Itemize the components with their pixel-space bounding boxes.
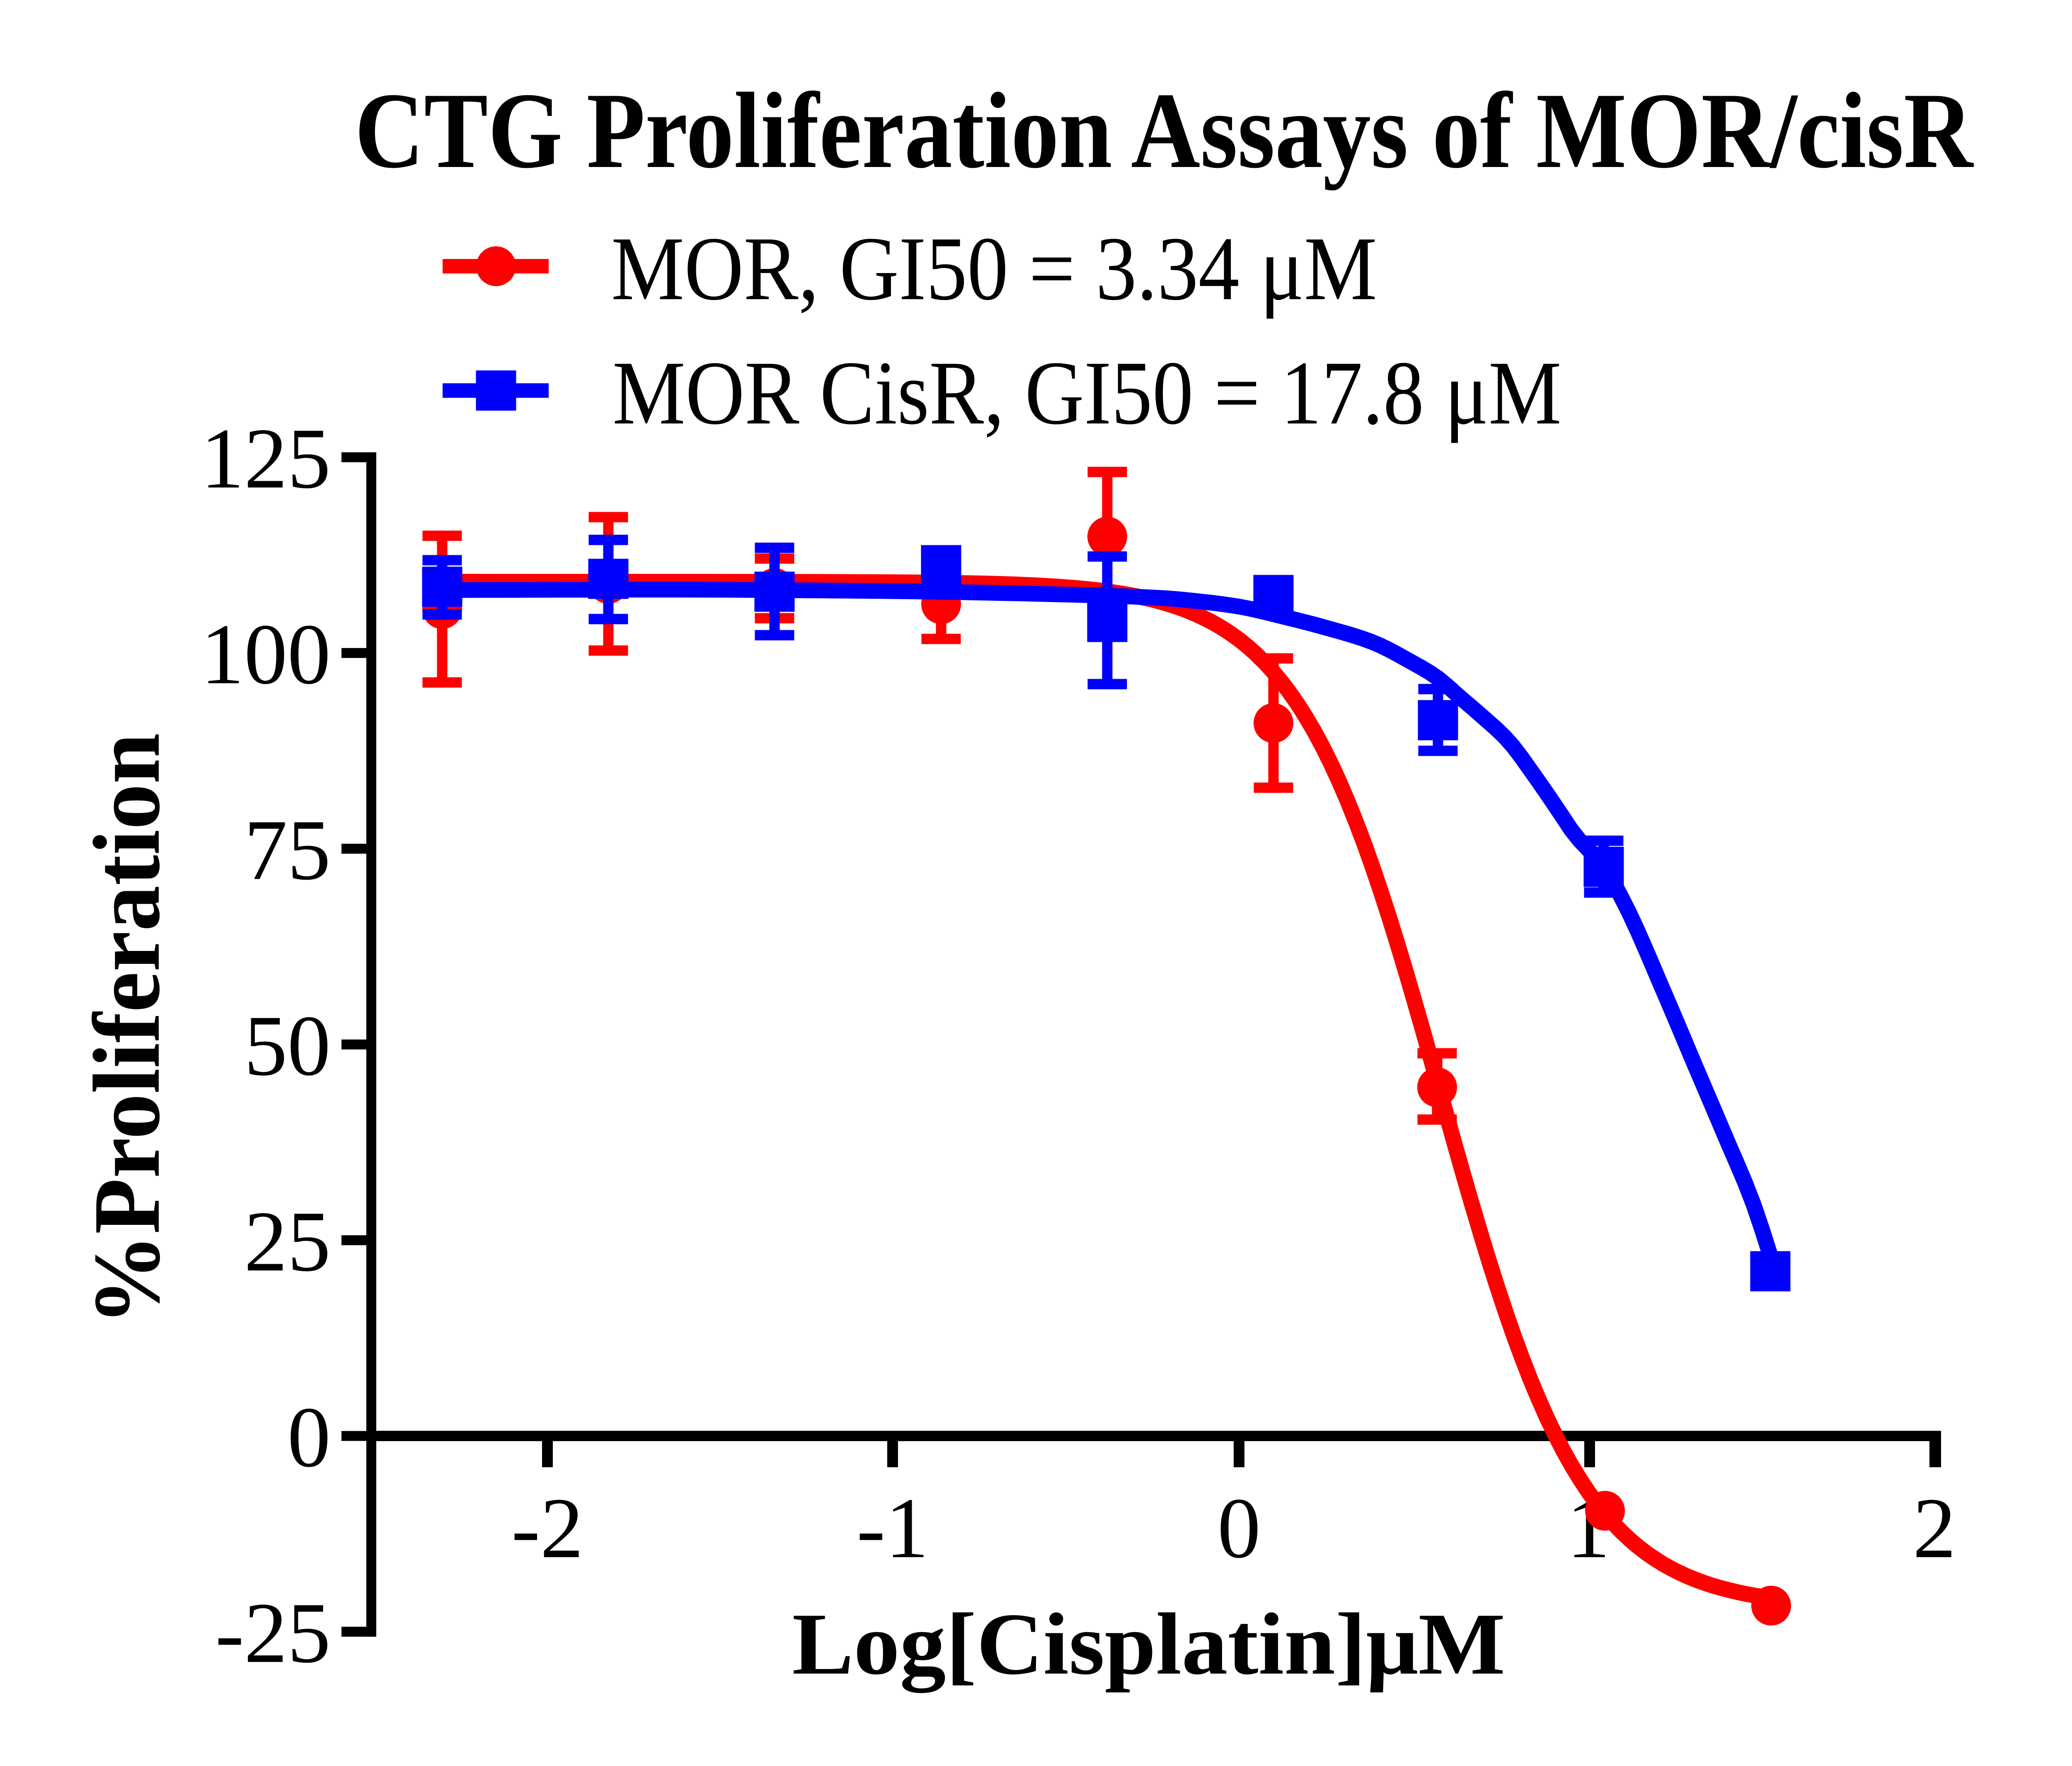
svg-text:125: 125 <box>201 411 331 507</box>
svg-text:0: 0 <box>288 1390 331 1485</box>
svg-text:25: 25 <box>244 1194 331 1289</box>
svg-text:-2: -2 <box>511 1481 583 1576</box>
svg-text:CTG Proliferation Assays of MO: CTG Proliferation Assays of MOR/cisR <box>355 70 1974 191</box>
svg-text:75: 75 <box>244 802 331 898</box>
svg-text:0: 0 <box>1218 1481 1261 1576</box>
svg-text:100: 100 <box>201 607 331 702</box>
svg-text:50: 50 <box>244 998 331 1094</box>
svg-text:%Proliferation: %Proliferation <box>74 733 179 1326</box>
svg-text:MOR, GI50 = 3.34 μM: MOR, GI50 = 3.34 μM <box>611 218 1377 319</box>
svg-text:2: 2 <box>1913 1481 1956 1576</box>
svg-text:MOR CisR, GI50 = 17.8 μM: MOR CisR, GI50 = 17.8 μM <box>612 342 1561 443</box>
svg-text:-1: -1 <box>857 1481 929 1576</box>
svg-text:-25: -25 <box>215 1585 331 1681</box>
svg-text:Log[Cisplatin]μM: Log[Cisplatin]μM <box>792 1595 1506 1693</box>
